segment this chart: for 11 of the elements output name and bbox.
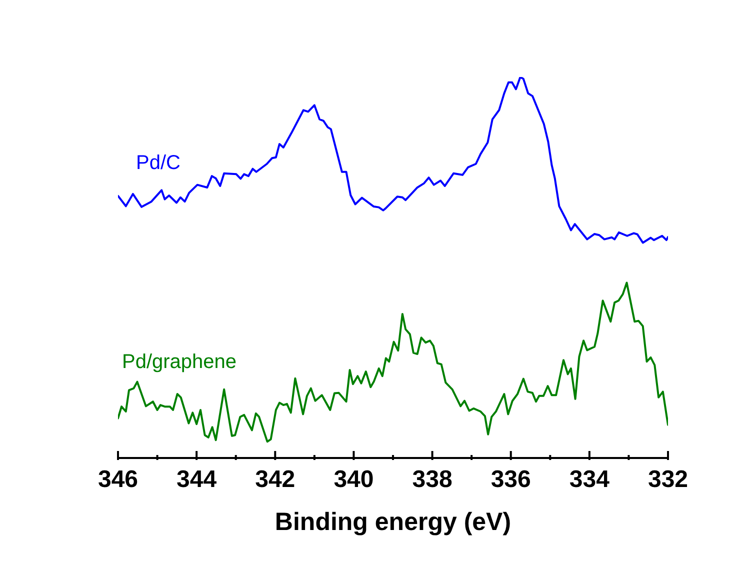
x-tick-label: 336 (490, 466, 531, 493)
x-tick-label: 334 (569, 466, 610, 493)
series-label: Pd/graphene (122, 350, 237, 374)
x-tick-label: 344 (176, 466, 218, 493)
x-tick-label: 340 (334, 466, 374, 493)
x-tick-label: 332 (648, 466, 688, 493)
x-tick-label: 342 (255, 466, 296, 493)
x-tick-label: 346 (98, 466, 138, 493)
x-axis-title: Binding energy (eV) (274, 508, 512, 536)
series-label: Pd/C (136, 150, 180, 175)
x-tick-label: 338 (412, 466, 452, 493)
